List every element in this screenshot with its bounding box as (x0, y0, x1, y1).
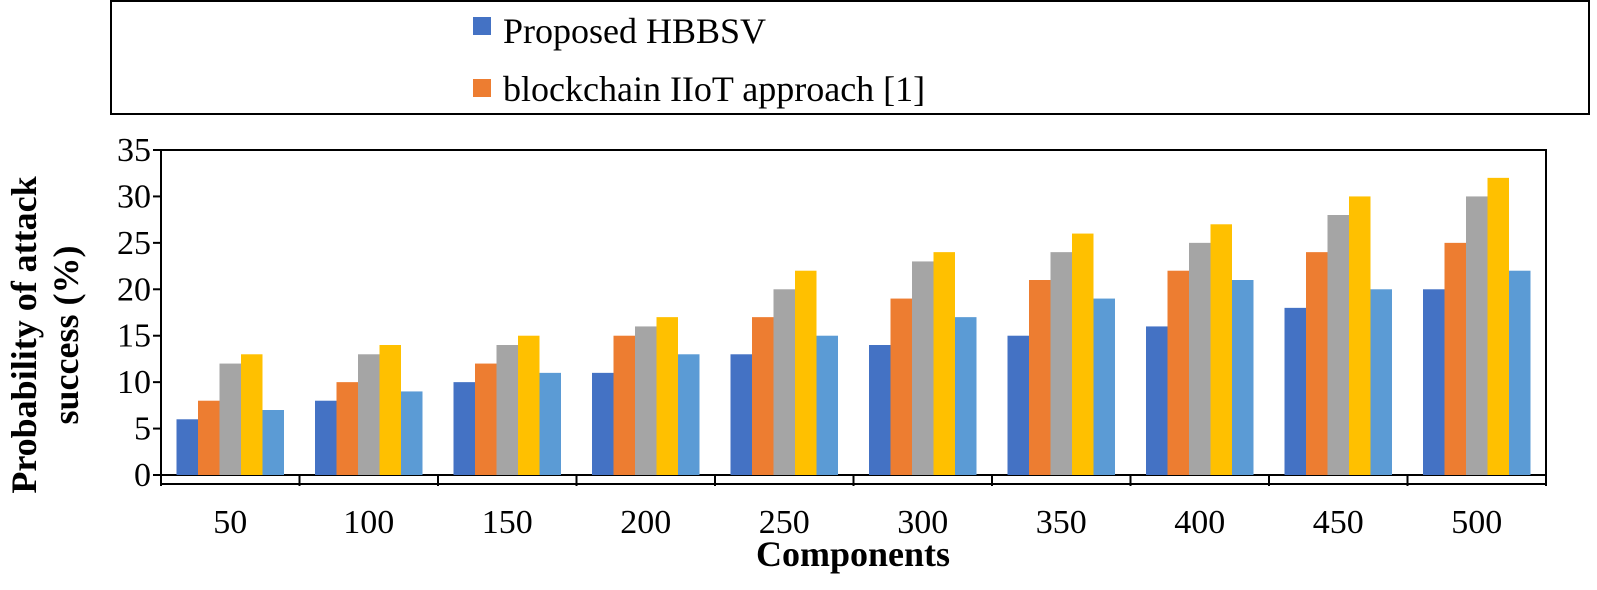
bar-series-1-150 (453, 382, 475, 475)
bar-series-4-400 (1210, 224, 1232, 475)
bar-series-2-500 (1444, 242, 1466, 475)
bar-series-1-200 (592, 372, 614, 475)
x-tick-label: 50 (213, 504, 247, 541)
legend-label-proposed-hbbsv: Proposed HBBSV (503, 11, 766, 51)
bar-series-3-150 (496, 345, 518, 475)
bar-series-3-400 (1189, 242, 1211, 475)
bar-series-4-150 (518, 335, 540, 475)
bar-series-1-100 (315, 400, 337, 475)
y-tick-label: 20 (117, 271, 151, 308)
bar-series-3-350 (1050, 252, 1072, 475)
x-tick-label: 350 (1036, 504, 1087, 541)
y-tick-label: 25 (117, 225, 151, 262)
y-axis-title-line-1: Probability of attack (4, 176, 44, 493)
bar-series-2-250 (752, 317, 774, 475)
bar-series-5-450 (1370, 289, 1392, 475)
bar-series-1-250 (730, 354, 752, 475)
bar-series-4-100 (379, 345, 401, 475)
bar-series-1-50 (176, 419, 198, 475)
bar-series-5-100 (401, 391, 423, 475)
y-tick-label: 10 (117, 364, 151, 401)
legend: Proposed HBBSV blockchain IIoT approach … (110, 0, 1590, 115)
bar-series-4-200 (656, 317, 678, 475)
y-axis-title-line-2: success (%) (46, 246, 86, 425)
bar-series-2-150 (475, 363, 497, 475)
bar-series-4-350 (1072, 233, 1094, 475)
x-tick-label: 200 (620, 504, 671, 541)
x-tick-label: 500 (1451, 504, 1502, 541)
bar-series-4-450 (1349, 196, 1371, 475)
bar-series-1-400 (1146, 326, 1168, 475)
bar-series-1-450 (1284, 307, 1306, 475)
bar-series-2-50 (198, 400, 220, 475)
bar-series-4-50 (241, 354, 263, 475)
x-tick-label: 100 (343, 504, 394, 541)
x-tick-label: 150 (482, 504, 533, 541)
bar-series-2-200 (613, 335, 635, 475)
x-tick-label: 250 (759, 504, 810, 541)
y-tick-label: 15 (117, 318, 151, 355)
y-tick-label: 30 (117, 178, 151, 215)
bar-series-3-450 (1327, 215, 1349, 475)
y-tick-label: 0 (134, 457, 151, 494)
bar-series-5-350 (1093, 298, 1115, 475)
bar-series-1-300 (869, 345, 891, 475)
x-axis-title: Components (756, 534, 950, 574)
bar-series-2-450 (1306, 252, 1328, 475)
legend-swatch-blockchain-iiot (473, 79, 491, 97)
bar-series-5-400 (1232, 280, 1254, 475)
bar-series-4-500 (1487, 177, 1509, 476)
x-tick-label: 300 (897, 504, 948, 541)
bar-series-3-300 (912, 261, 934, 475)
legend-label-blockchain-iiot: blockchain IIoT approach [1] (503, 69, 925, 109)
bar-series-5-150 (539, 372, 561, 475)
bar-series-3-200 (635, 326, 657, 475)
y-tick-label: 5 (134, 411, 151, 448)
x-axis-ticks: 50 100 150 200 250 300 350 400 450 500 (160, 474, 1547, 541)
bar-series-1-350 (1007, 335, 1029, 475)
bar-series-5-300 (955, 317, 977, 475)
bar-series-2-300 (890, 298, 912, 475)
y-axis-title: Probability of attack success (%) (4, 176, 86, 493)
bar-series-3-250 (773, 289, 795, 475)
legend-swatch-proposed-hbbsv (473, 17, 491, 35)
bar-series-5-250 (816, 335, 838, 475)
bar-series-5-500 (1509, 270, 1531, 475)
y-tick-label: 35 (117, 132, 151, 169)
y-axis-ticks: 0 5 10 15 20 25 30 35 (117, 132, 162, 494)
bar-series-4-250 (795, 270, 817, 475)
bars (176, 177, 1531, 476)
bar-series-5-50 (262, 410, 284, 475)
bar-series-5-200 (678, 354, 700, 475)
bar-series-4-300 (933, 252, 955, 475)
x-tick-label: 400 (1174, 504, 1225, 541)
bar-series-3-50 (219, 363, 241, 475)
bar-series-2-100 (336, 382, 358, 475)
legend-frame (110, 0, 1590, 115)
bar-series-2-400 (1167, 270, 1189, 475)
bar-series-1-500 (1423, 289, 1445, 475)
bar-series-3-100 (358, 354, 380, 475)
x-tick-label: 450 (1313, 504, 1364, 541)
bar-series-2-350 (1029, 280, 1051, 475)
bar-series-3-500 (1466, 196, 1488, 475)
